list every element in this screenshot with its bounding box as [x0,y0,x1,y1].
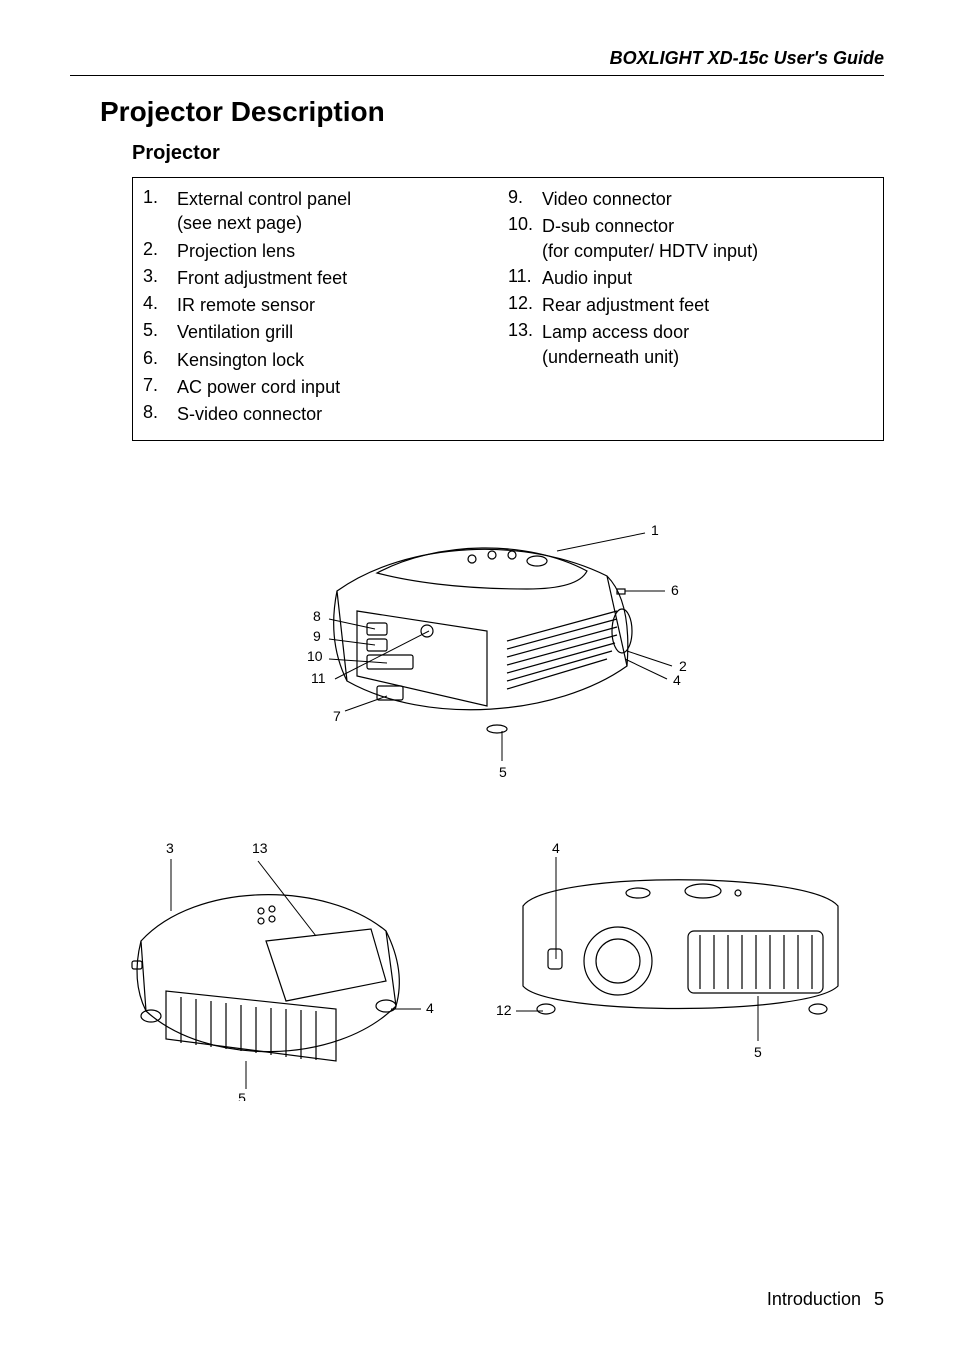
list-item: 10. D-sub connector(for computer/ HDTV i… [508,214,873,263]
list-item: 2. Projection lens [143,239,508,263]
part-number: 10. [508,214,542,235]
list-item: 8. S-video connector [143,402,508,426]
projector-front-svg: 4 5 12 [488,811,868,1071]
part-label: Kensington lock [177,348,508,372]
callout: 12 [496,1002,512,1018]
part-number: 9. [508,187,542,208]
part-label: Front adjustment feet [177,266,508,290]
callout: 5 [754,1044,762,1060]
part-number: 7. [143,375,177,396]
callout: 1 [651,522,659,538]
part-label: IR remote sensor [177,293,508,317]
list-item: 3. Front adjustment feet [143,266,508,290]
callout: 10 [307,648,323,664]
callout: 7 [333,708,341,724]
list-item: 5. Ventilation grill [143,320,508,344]
footer-page-number: 5 [874,1289,884,1309]
parts-col-left: 1. External control panel(see next page)… [143,184,508,430]
part-label: AC power cord input [177,375,508,399]
part-number: 2. [143,239,177,260]
part-label: Video connector [542,187,873,211]
parts-list-box: 1. External control panel(see next page)… [132,177,884,441]
diagram-top: 1 2 4 5 6 7 8 9 10 11 [70,481,884,801]
callout: 3 [166,840,174,856]
list-item: 6. Kensington lock [143,348,508,372]
part-number: 13. [508,320,542,341]
subsection-title: Projector [132,142,884,165]
callout: 13 [252,840,268,856]
part-number: 3. [143,266,177,287]
part-label: Lamp access door(underneath unit) [542,320,873,369]
footer-section: Introduction [767,1289,861,1309]
part-number: 11. [508,266,542,287]
part-number: 5. [143,320,177,341]
list-item: 13. Lamp access door(underneath unit) [508,320,873,369]
callout: 4 [426,1000,434,1016]
projector-underside-svg: 3 4 5 13 [86,811,446,1101]
list-item: 11. Audio input [508,266,873,290]
parts-col-right: 9. Video connector 10. D-sub connector(f… [508,184,873,430]
callout: 9 [313,628,321,644]
list-item: 9. Video connector [508,187,873,211]
part-label: External control panel(see next page) [177,187,508,236]
page-footer: Introduction 5 [767,1289,884,1310]
list-item: 12. Rear adjustment feet [508,293,873,317]
part-number: 8. [143,402,177,423]
callout: 4 [673,672,681,688]
part-label: Ventilation grill [177,320,508,344]
running-header: BOXLIGHT XD-15c User's Guide [70,48,884,76]
callout: 11 [311,670,326,686]
diagram-bottom-row: 3 4 5 13 [70,811,884,1101]
callout: 5 [238,1090,246,1101]
callout: 4 [552,840,560,856]
part-number: 1. [143,187,177,208]
callout: 8 [313,608,321,624]
callout: 5 [499,764,507,780]
part-number: 6. [143,348,177,369]
list-item: 7. AC power cord input [143,375,508,399]
part-label: S-video connector [177,402,508,426]
part-label: Projection lens [177,239,508,263]
projector-rear-svg: 1 2 4 5 6 7 8 9 10 11 [227,481,727,801]
section-title: Projector Description [100,96,884,128]
part-label: D-sub connector(for computer/ HDTV input… [542,214,873,263]
part-label: Rear adjustment feet [542,293,873,317]
part-label: Audio input [542,266,873,290]
part-number: 12. [508,293,542,314]
list-item: 1. External control panel(see next page) [143,187,508,236]
callout: 6 [671,582,679,598]
list-item: 4. IR remote sensor [143,293,508,317]
part-number: 4. [143,293,177,314]
